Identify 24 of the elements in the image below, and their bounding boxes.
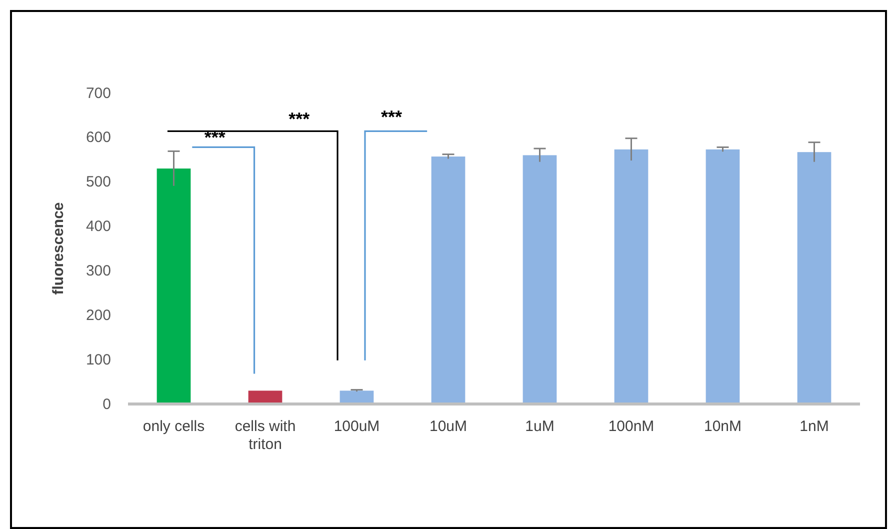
x-tick-label: 100uM [334,418,380,435]
annotation: *** [288,108,310,129]
x-tick-label: 10nM [704,418,742,435]
bar [706,149,740,404]
y-tick-label: 600 [86,129,111,146]
y-axis-title: fluorescence [50,202,67,295]
y-tick-label: 200 [86,306,111,324]
x-tick-label: 1uM [525,418,554,435]
y-tick-label: 700 [86,84,111,102]
annotation: *** [381,107,402,128]
x-tick-label: 100nM [608,418,654,435]
y-tick-label: 100 [86,351,111,368]
y-tick-label: 300 [86,262,111,280]
y-tick-label: 400 [86,218,111,236]
y-tick-label: 0 [102,396,111,413]
x-tick-label: 1nM [800,418,829,435]
bar [614,149,648,404]
bar [522,155,557,404]
x-tick-label: 10uM [429,418,468,435]
x-tick-label: cells with triton [234,418,296,453]
x-tick-label: only cells [142,418,205,435]
bar [431,156,466,404]
bar [797,152,832,404]
y-tick-label: 500 [86,174,111,191]
